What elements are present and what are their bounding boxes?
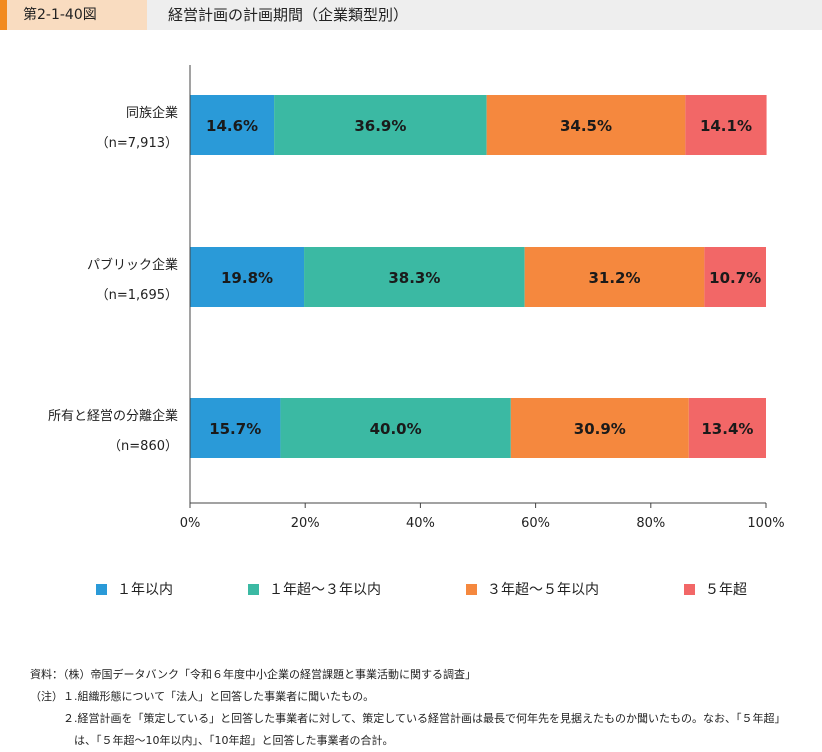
bar-segment <box>190 95 275 155</box>
category-label: 所有と経営の分離企業 <box>48 408 178 424</box>
bar-segment <box>688 398 766 458</box>
x-tick-label: 60% <box>521 516 550 531</box>
category-n-label: （n=860） <box>108 439 178 454</box>
legend-item: １年以内 <box>96 578 173 602</box>
bar-segment <box>704 247 766 307</box>
legend-label: ５年超 <box>705 582 747 598</box>
bar-segment <box>190 247 305 307</box>
legend-swatch <box>684 584 695 595</box>
x-tick-label: 40% <box>406 516 435 531</box>
bar-data-label: 38.3% <box>388 269 440 287</box>
bar-data-label: 14.1% <box>700 117 752 135</box>
bar-segment <box>486 95 686 155</box>
bar-data-label: 31.2% <box>588 269 640 287</box>
bar-data-label: 19.8% <box>221 269 273 287</box>
bar-data-label: 10.7% <box>709 269 761 287</box>
note-source: 資料：（株）帝国データバンク「令和６年度中小企業の経営課題と事業活動に関する調査… <box>30 668 477 681</box>
figure-header: 第2-1-40図 経営計画の計画期間（企業類型別） <box>0 0 822 30</box>
x-tick-label: 20% <box>291 516 320 531</box>
bar-data-label: 13.4% <box>701 420 753 438</box>
note-1: （注）１.組織形態について「法人」と回答した事業者に聞いたもの。 <box>30 690 375 703</box>
bar-segment <box>274 95 487 155</box>
legend-item: ３年超～５年以内 <box>466 578 599 602</box>
legend-item: １年超～３年以内 <box>248 578 381 602</box>
note-2-cont: は、「５年超～10年以内」、「10年超」と回答した事業者の合計。 <box>30 734 394 747</box>
legend-swatch <box>248 584 259 595</box>
bar-segment <box>685 95 767 155</box>
bar-segment <box>510 398 689 458</box>
bar-data-label: 34.5% <box>560 117 612 135</box>
legend-swatch <box>96 584 107 595</box>
bar-data-label: 14.6% <box>206 117 258 135</box>
header-accent-bar <box>0 0 7 30</box>
bar-segment <box>190 398 281 458</box>
legend-label: １年超～３年以内 <box>269 582 381 598</box>
note-2: ２.経営計画を「策定している」と回答した事業者に対して、策定している経営計画は最… <box>30 712 786 725</box>
category-n-label: （n=1,695） <box>96 288 178 303</box>
bar-data-label: 15.7% <box>209 420 261 438</box>
category-label: パブリック企業 <box>87 257 178 273</box>
figure-title: 経営計画の計画期間（企業類型別） <box>168 6 409 24</box>
category-label: 同族企業 <box>126 105 178 121</box>
figure-number: 第2-1-40図 <box>7 0 147 30</box>
x-tick-label: 0% <box>180 516 201 531</box>
bar-segment <box>304 247 525 307</box>
legend-label: ３年超～５年以内 <box>487 582 599 598</box>
category-n-label: （n=7,913） <box>96 136 178 151</box>
legend-label: １年以内 <box>117 582 173 598</box>
bar-data-label: 30.9% <box>574 420 626 438</box>
x-tick-label: 100% <box>747 516 784 531</box>
source-notes: 資料：（株）帝国データバンク「令和６年度中小企業の経営課題と事業活動に関する調査… <box>30 664 785 752</box>
chart-legend: １年以内 １年超～３年以内 ３年超～５年以内 ５年超 <box>0 578 822 602</box>
legend-swatch <box>466 584 477 595</box>
stacked-bar-chart: 14.6% 36.9% 34.5% 14.1% 同族企業 （n=7,913） 19.8% 38… <box>48 65 785 531</box>
legend-item: ５年超 <box>684 578 747 602</box>
bar-data-label: 36.9% <box>354 117 406 135</box>
bar-segment <box>280 398 511 458</box>
bar-data-label: 40.0% <box>370 420 422 438</box>
x-tick-label: 80% <box>636 516 665 531</box>
bar-segment <box>524 247 705 307</box>
